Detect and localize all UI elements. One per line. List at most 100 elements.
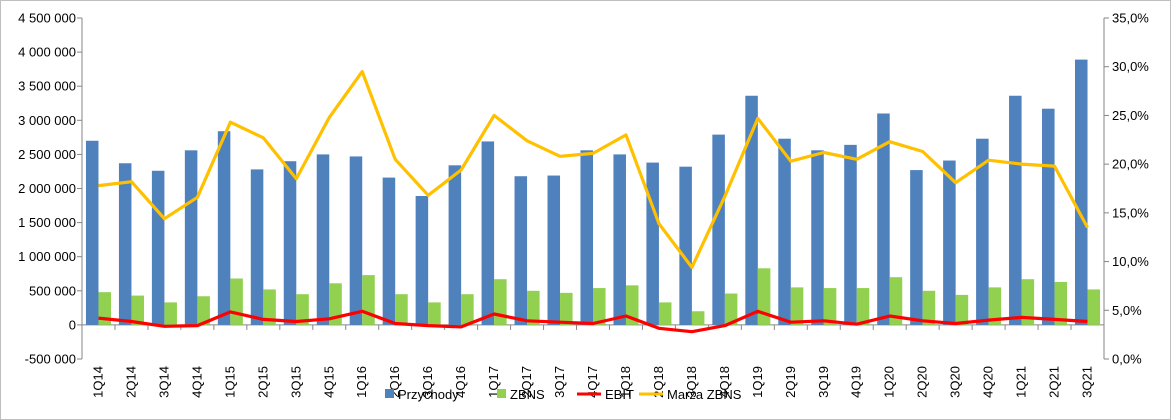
- przychody-bar: [547, 175, 561, 325]
- x-tick-label: 1Q15: [222, 366, 237, 398]
- x-tick-label: 3Q17: [552, 366, 567, 398]
- x-tick-label: 2Q19: [783, 366, 798, 398]
- right-tick-label: 25,0%: [1112, 108, 1149, 123]
- przychody-bar: [679, 166, 692, 325]
- x-tick-label: 1Q16: [354, 366, 369, 398]
- x-tick-label: 2Q21: [1047, 366, 1062, 398]
- zbns-bar: [296, 294, 309, 325]
- left-tick-label: 2 000 000: [18, 181, 76, 196]
- zbns-bar: [494, 279, 507, 325]
- x-tick-label: 3Q14: [156, 366, 171, 398]
- right-tick-label: 5,0%: [1112, 303, 1142, 318]
- zbns-bar: [1054, 281, 1068, 325]
- przychody-bar: [580, 150, 593, 325]
- x-tick-label: 4Q14: [189, 366, 204, 398]
- x-tick-label: 2Q14: [123, 366, 138, 398]
- przychody-bar: [646, 162, 659, 325]
- przychody-bar: [976, 138, 989, 325]
- przychody-bar: [514, 176, 528, 325]
- x-tick-label: 1Q21: [1014, 366, 1029, 398]
- zbns-bar: [230, 278, 243, 325]
- x-tick-label: 2Q20: [915, 366, 930, 398]
- left-tick-label: -500 000: [25, 352, 76, 367]
- left-tick-label: 1 000 000: [18, 249, 76, 264]
- zbns-bar: [856, 288, 870, 325]
- przychody-bar: [910, 170, 923, 325]
- zbns-bar: [988, 287, 1002, 325]
- przychody-bar: [415, 196, 429, 325]
- legend-label: Przychody: [398, 387, 459, 402]
- przychody-bar: [151, 170, 165, 325]
- x-tick-label: 4Q16: [453, 366, 468, 398]
- x-tick-label: 3Q18: [684, 366, 699, 398]
- x-tick-label: 4Q17: [585, 366, 600, 398]
- x-tick-label: 1Q20: [882, 366, 897, 398]
- left-tick-label: 500 000: [29, 283, 76, 298]
- left-tick-label: 1 500 000: [18, 215, 76, 230]
- przychody-bar: [613, 154, 626, 325]
- marza-zbns-line: [98, 69, 1089, 269]
- zbns-bar: [560, 292, 573, 325]
- x-tick-label: 4Q18: [717, 366, 732, 398]
- left-tick-label: 0: [69, 317, 76, 332]
- zbns-bar: [823, 288, 837, 325]
- x-tick-label: 3Q21: [1080, 366, 1095, 398]
- zbns-bar: [691, 311, 705, 325]
- przychody-bar: [712, 134, 725, 325]
- x-tick-label: 2Q18: [651, 366, 666, 398]
- legend-swatch: [497, 389, 506, 398]
- przychody-bar: [1042, 108, 1055, 325]
- przychody-bar: [811, 150, 824, 325]
- legend-label: Marża ZBNS: [667, 387, 742, 402]
- zbns-bar: [790, 287, 804, 325]
- zbns-bar: [263, 289, 276, 325]
- zbns-bar: [362, 275, 375, 325]
- przychody-bar: [382, 177, 396, 325]
- zbns-bar: [625, 285, 639, 325]
- right-tick-label: 20,0%: [1112, 157, 1149, 172]
- przychody-bar: [481, 141, 495, 325]
- przychody-bar: [1009, 95, 1022, 325]
- zbns-bar: [593, 288, 606, 325]
- przychody-bar: [877, 113, 890, 325]
- right-tick-label: 10,0%: [1112, 254, 1149, 269]
- right-tick-label: 0,0%: [1112, 352, 1142, 367]
- x-tick-label: 4Q19: [849, 366, 864, 398]
- przychody-bar: [118, 163, 132, 325]
- x-tick-label: 1Q18: [618, 366, 633, 398]
- zbns-bar: [1087, 289, 1101, 325]
- legend-swatch: [385, 389, 394, 398]
- przychody-bar: [448, 165, 462, 325]
- zbns-bar: [98, 292, 112, 325]
- zbns-bar: [1021, 279, 1035, 325]
- x-tick-label: 2Q17: [519, 366, 534, 398]
- zbns-bar: [461, 294, 474, 325]
- przychody-bar: [943, 160, 956, 325]
- przychody-bar: [316, 154, 330, 325]
- legend-label: ZBNS: [510, 387, 545, 402]
- legend-label: EBIT: [605, 387, 634, 402]
- przychody-bar: [217, 131, 231, 325]
- przychody-bar: [349, 156, 363, 325]
- przychody-bar: [745, 95, 758, 325]
- zbns-bar: [955, 294, 969, 325]
- x-tick-label: 4Q20: [981, 366, 996, 398]
- x-tick-label: 4Q15: [321, 366, 336, 398]
- x-tick-label: 3Q16: [420, 366, 435, 398]
- x-tick-label: 3Q15: [288, 366, 303, 398]
- zbns-bar: [131, 295, 144, 325]
- x-tick-label: 1Q14: [90, 366, 105, 398]
- zbns-bar: [329, 283, 342, 325]
- left-tick-label: 2 500 000: [18, 147, 76, 162]
- ebit-line: [98, 309, 1088, 334]
- left-tick-label: 3 500 000: [18, 79, 76, 94]
- left-tick-label: 4 500 000: [18, 11, 76, 26]
- przychody-bar: [250, 169, 264, 325]
- zbns-bar: [889, 277, 903, 325]
- zbns-bar: [922, 290, 936, 325]
- right-tick-label: 15,0%: [1112, 205, 1149, 220]
- left-tick-label: 3 000 000: [18, 113, 76, 128]
- zbns-bar: [197, 296, 210, 325]
- zbns-bar: [164, 302, 177, 325]
- zbns-bar: [527, 290, 540, 325]
